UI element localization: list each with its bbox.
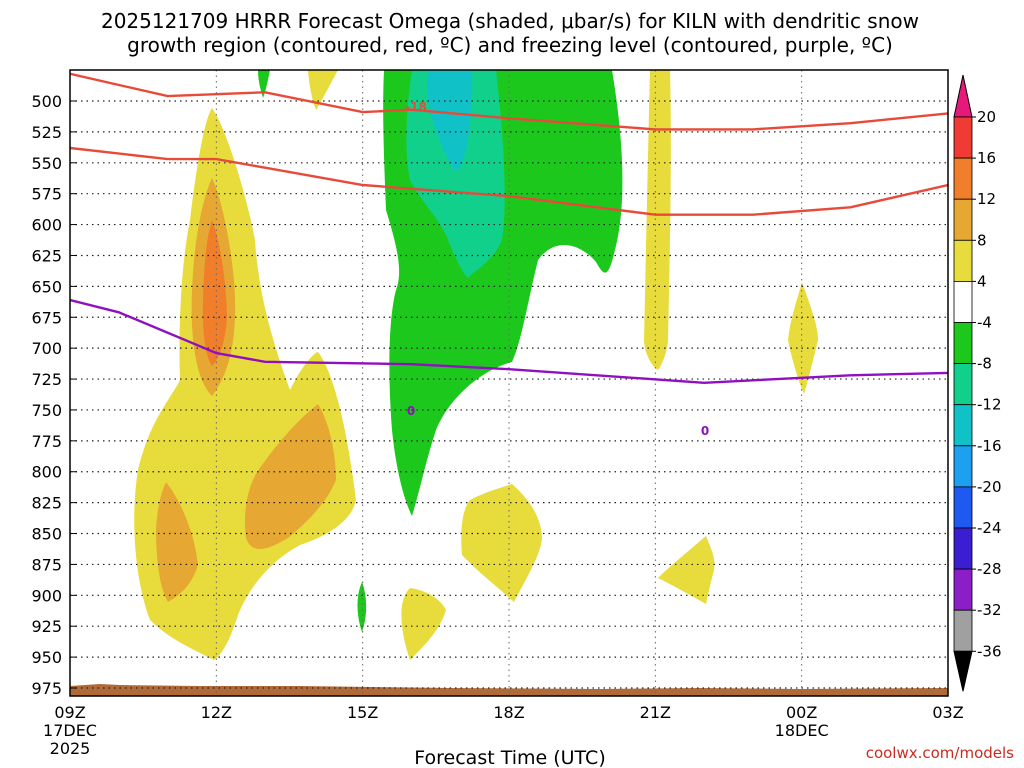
colorbar-swatch <box>953 280 973 323</box>
colorbar-swatch <box>953 404 973 447</box>
y-tick-label: 650 <box>31 277 62 296</box>
colorbar-tick-label: -36 <box>977 642 1002 660</box>
colorbar-tick-label: -28 <box>977 560 1002 578</box>
x-axis-label: Forecast Time (UTC) <box>414 747 605 768</box>
x-tick-label: 21Z <box>640 703 671 722</box>
freezing-contour-label-2: 0 <box>701 424 709 438</box>
colorbar-tick-label: 4 <box>977 272 987 290</box>
plot-frame <box>69 69 949 697</box>
colorbar-swatch <box>953 157 973 200</box>
y-tick-label: 725 <box>31 370 62 389</box>
colorbar-tick-label: 8 <box>977 231 987 249</box>
y-tick-label: 925 <box>31 617 62 636</box>
x-tick-year-label: 2025 <box>50 739 91 758</box>
colorbar-tick-label: 12 <box>977 190 996 208</box>
y-tick-label: 575 <box>31 185 62 204</box>
chart-title-line-1: 2025121709 HRRR Forecast Omega (shaded, … <box>101 9 919 33</box>
x-tick-label: 03Z <box>932 703 963 722</box>
omega-yellow-top-lobe <box>308 70 338 110</box>
colorbar-tick-label: -8 <box>977 355 992 373</box>
omega-yellow-blob-00z <box>788 282 818 394</box>
omega-yellow-column-21z <box>644 70 671 370</box>
colorbar-tick-label: -32 <box>977 601 1002 619</box>
x-tick-label: 18Z <box>493 703 524 722</box>
chart-title-line-2: growth region (contoured, red, ºC) and f… <box>127 33 893 57</box>
y-tick-label: 850 <box>31 525 62 544</box>
y-tick-label: 750 <box>31 401 62 420</box>
omega-yellow-blob-16z <box>401 588 446 660</box>
y-tick-label: 600 <box>31 216 62 235</box>
ground-strip <box>70 684 948 696</box>
y-axis: 500 525 550 575 600 625 650 675 700 725 750 775 800 8… <box>31 92 77 698</box>
colorbar-tick-label: 20 <box>977 108 996 126</box>
colorbar-tick-label: -12 <box>977 396 1002 414</box>
credit-text: coolwx.com/models <box>866 744 1014 762</box>
y-tick-label: 700 <box>31 339 62 358</box>
colorbar-swatch <box>953 445 973 488</box>
colorbar-swatch <box>953 527 973 570</box>
colorbar-swatch <box>953 568 973 611</box>
colorbar-bottom-arrow <box>953 650 973 692</box>
y-tick-label: 800 <box>31 463 62 482</box>
colorbar-swatch <box>953 198 973 241</box>
omega-shading <box>70 70 948 696</box>
y-tick-label: 500 <box>31 92 62 111</box>
omega-green-sliver-top <box>258 70 270 98</box>
colorbar-tick-label: -16 <box>977 437 1002 455</box>
colorbar-swatch <box>953 239 973 282</box>
y-tick-label: 900 <box>31 586 62 605</box>
x-tick-date-label: 18DEC <box>775 721 829 740</box>
colorbar-tick-label: -4 <box>977 314 992 332</box>
dgz-lower-contour <box>70 146 948 216</box>
x-tick-label: 09Z <box>54 703 85 722</box>
omega-tan-low-region <box>156 482 198 602</box>
freezing-contour-label-1: 0 <box>407 404 415 418</box>
colorbar-top-arrow <box>953 74 973 118</box>
y-tick-label: 975 <box>31 679 62 698</box>
colorbar-tick-label: 16 <box>977 149 996 167</box>
colorbar-swatch <box>953 116 973 159</box>
y-tick-label: 550 <box>31 154 62 173</box>
y-tick-label: 625 <box>31 246 62 265</box>
dgz-upper-contour <box>70 72 948 131</box>
x-tick-label: 15Z <box>347 703 378 722</box>
omega-orange-core <box>202 220 227 366</box>
dgz-contour-label: -18 <box>405 100 427 114</box>
x-tick-label: 12Z <box>201 703 232 722</box>
freezing-level-contour <box>70 298 948 385</box>
y-tick-label: 775 <box>31 432 62 451</box>
y-tick-label: 875 <box>31 555 62 574</box>
omega-tan-mid-region <box>244 404 336 549</box>
colorbar-swatch <box>953 363 973 406</box>
colorbar-swatch <box>953 322 973 364</box>
y-tick-label: 825 <box>31 494 62 513</box>
omega-teal-region <box>406 70 505 278</box>
colorbar-swatch <box>953 486 973 529</box>
colorbar-tick-label: -24 <box>977 519 1002 537</box>
y-tick-label: 675 <box>31 308 62 327</box>
x-tick-label: 00Z <box>786 703 817 722</box>
omega-cyan-region <box>426 70 473 171</box>
colorbar-swatch <box>953 609 973 652</box>
x-tick-date-label: 17DEC <box>43 721 97 740</box>
omega-yellow-blob-18z <box>461 484 542 602</box>
omega-green-sliver-low <box>357 582 367 632</box>
colorbar-tick-label: -20 <box>977 478 1002 496</box>
y-tick-label: 950 <box>31 648 62 667</box>
omega-yellow-blob-22z <box>658 536 715 604</box>
y-tick-label: 525 <box>31 123 62 142</box>
colorbar: 20 16 12 8 4 -4 -8 -12 -16 -20 -24 -28 -32 -36 <box>953 74 1002 692</box>
